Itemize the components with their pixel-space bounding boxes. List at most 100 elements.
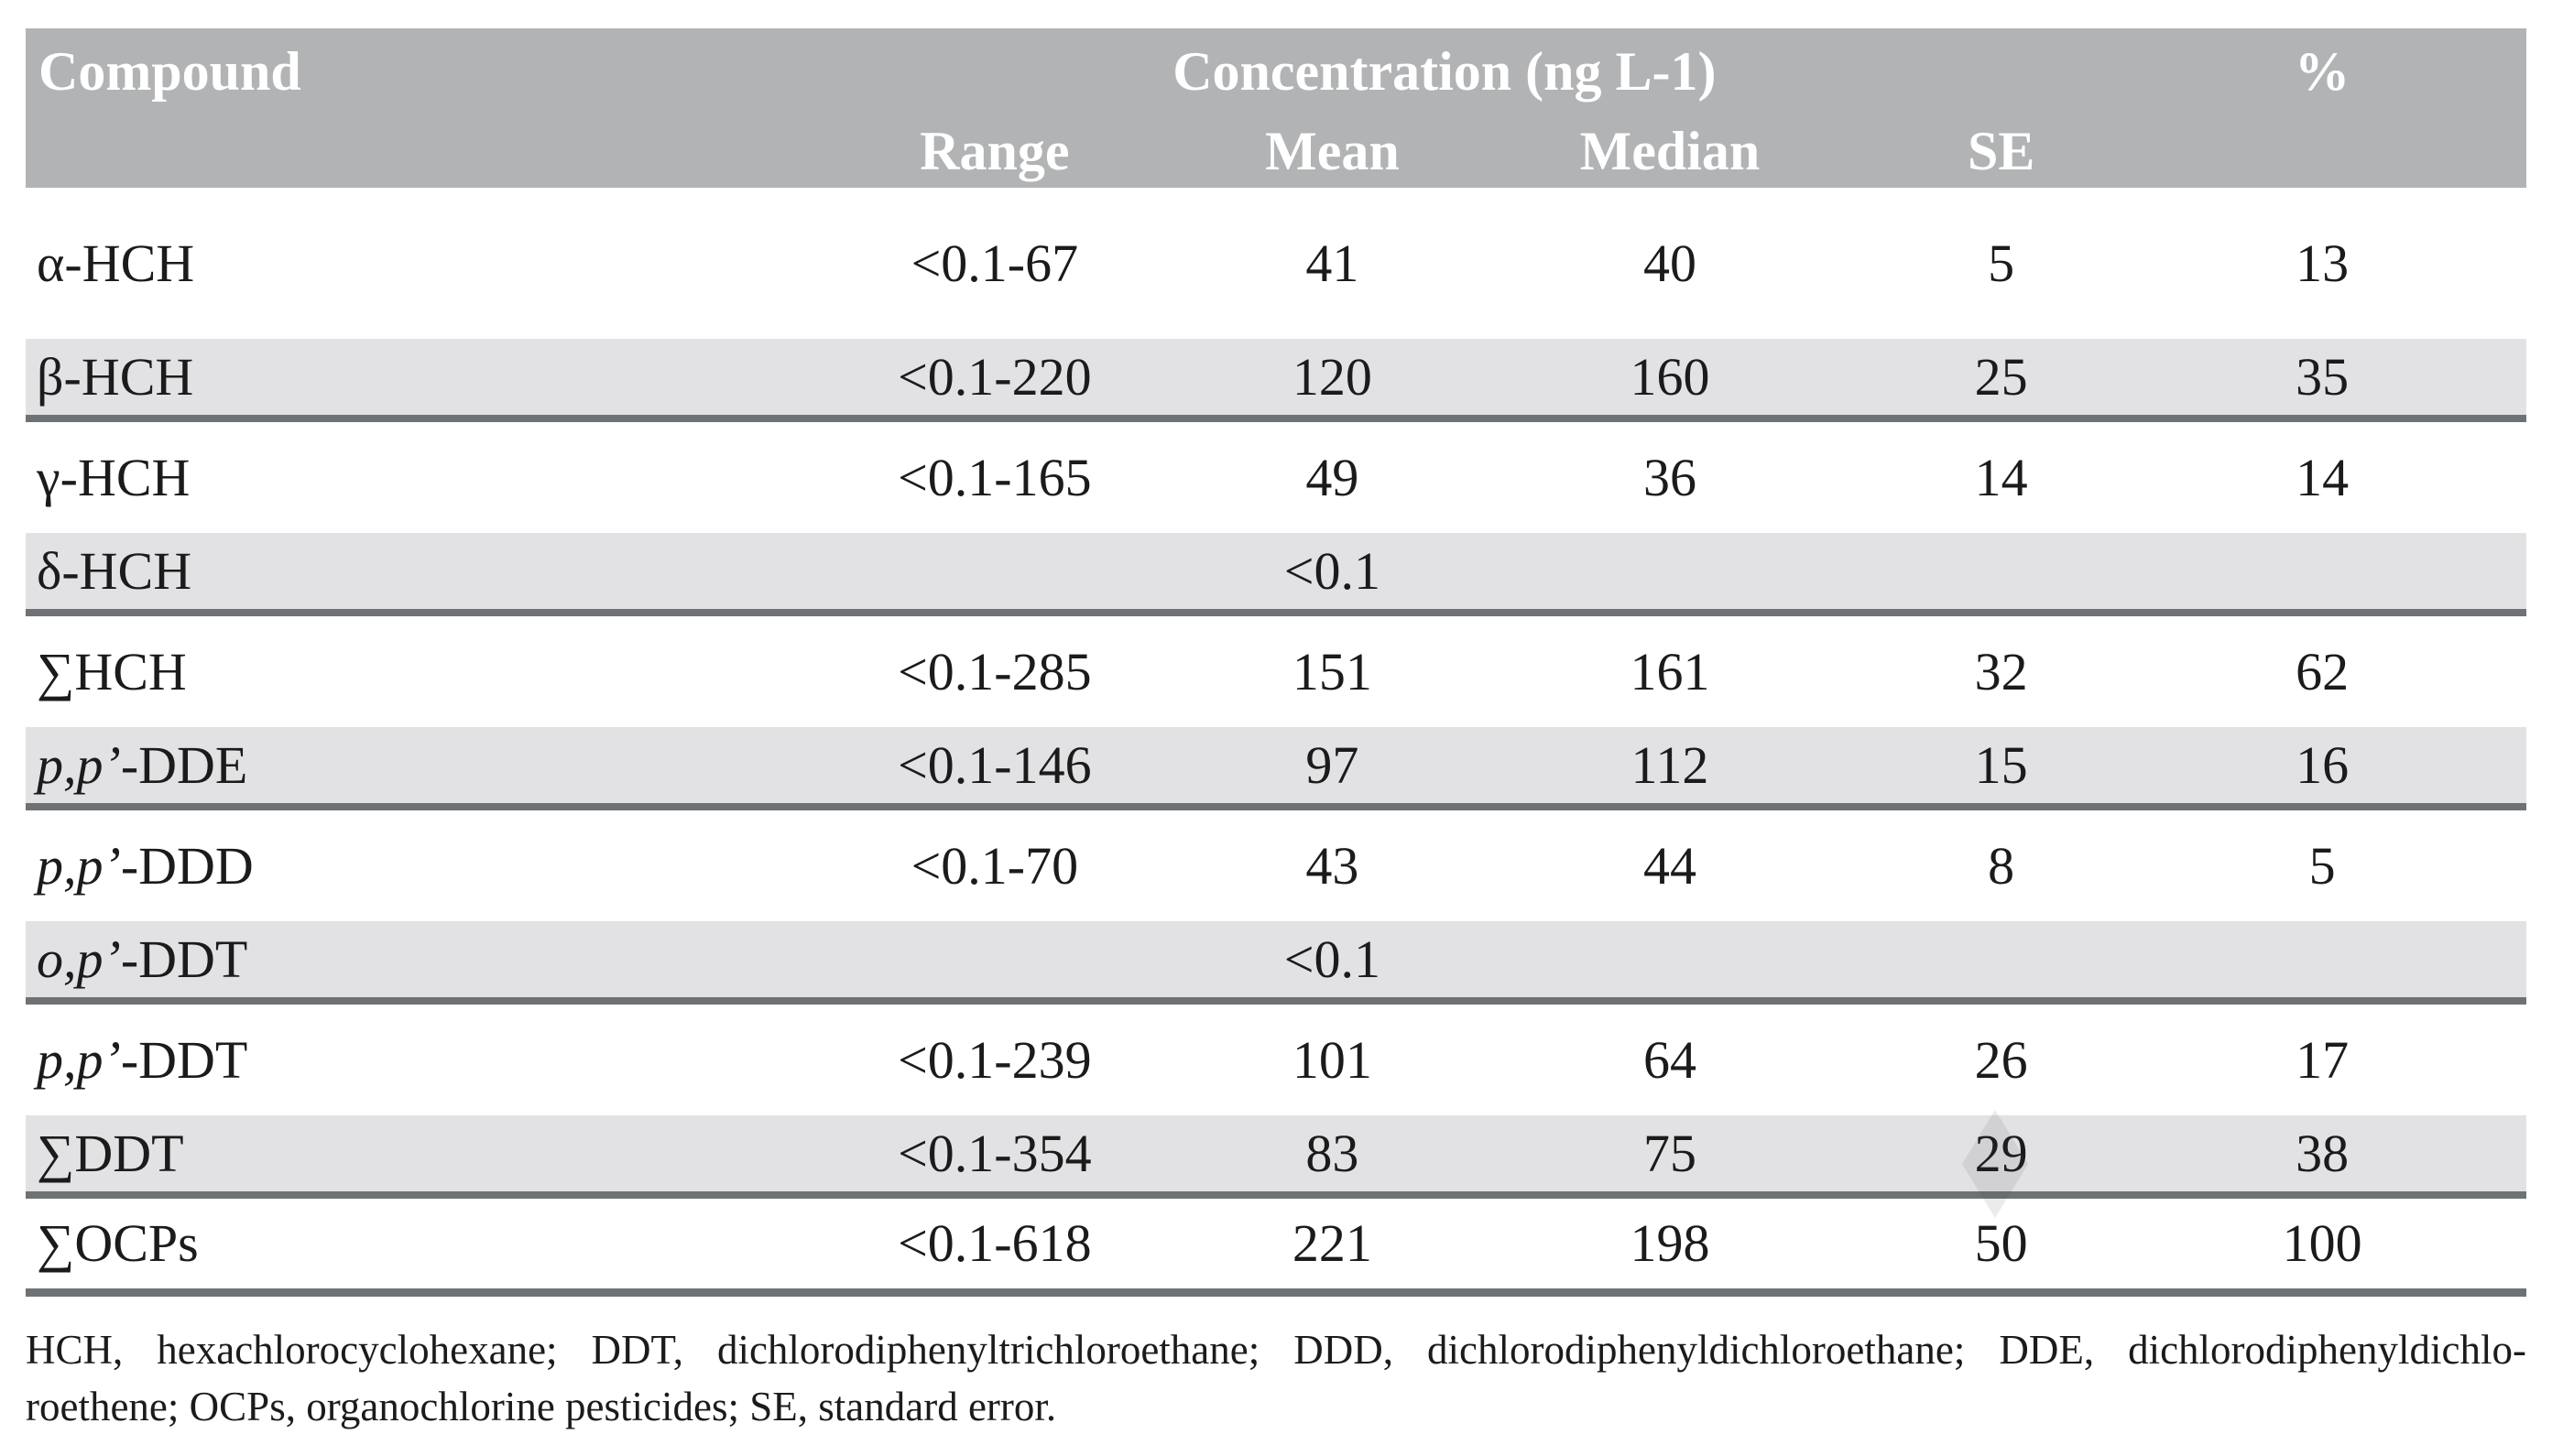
cell-mean: 221 xyxy=(1163,1199,1501,1297)
cell-compound: p,p’-DDD xyxy=(26,810,826,921)
cell-percent: 35 xyxy=(2164,339,2526,422)
column-group-header-concentration: Concentration (ng L-1) xyxy=(825,28,2165,114)
column-header-percent: % xyxy=(2164,28,2526,114)
cell-median: 44 xyxy=(1642,835,1696,896)
cell-compound: γ-HCH xyxy=(26,422,826,533)
cell-mean: 151 xyxy=(1292,641,1372,701)
cell-se xyxy=(1838,921,2165,1005)
header-spacer-right xyxy=(2164,114,2526,188)
cell-compound: ∑HCH xyxy=(26,616,826,727)
compound-name: α-HCH xyxy=(37,233,195,293)
cell-percent xyxy=(2164,533,2526,616)
cell-median: 64 xyxy=(1642,1029,1696,1090)
table-row: ∑DDT <0.1-354 83 75 29 38 xyxy=(26,1115,2526,1199)
cell-se: 5 xyxy=(1988,233,2015,293)
table-row: p,p’-DDD <0.1-70 43 44 8 5 xyxy=(26,810,2526,921)
cell-range: <0.1-239 xyxy=(898,1029,1092,1090)
column-header-median: Median xyxy=(1500,114,1839,188)
compound-italic-prefix: o,p’ xyxy=(37,929,121,989)
cell-se xyxy=(1838,533,2165,616)
cell-compound: δ-HCH xyxy=(26,533,826,616)
table-row: p,p’-DDE <0.1-146 97 112 15 16 xyxy=(26,727,2526,810)
cell-se: 25 xyxy=(1838,339,2165,422)
cell-range: <0.1-618 xyxy=(825,1199,1164,1297)
cell-median xyxy=(1500,921,1839,1005)
table-row: o,p’-DDT <0.1 xyxy=(26,921,2526,1005)
cell-percent: 13 xyxy=(2296,233,2350,293)
cell-range: <0.1-146 xyxy=(825,727,1164,810)
cell-range xyxy=(825,533,1164,616)
column-header-se: SE xyxy=(1838,114,2165,188)
cell-mean: <0.1 xyxy=(1163,921,1501,1005)
table-row: γ-HCH <0.1-165 49 36 14 14 xyxy=(26,422,2526,533)
cell-mean: 101 xyxy=(1292,1029,1372,1090)
table-header: Compound Concentration (ng L-1) % Range … xyxy=(26,28,2526,188)
compound-italic-prefix: p,p’ xyxy=(37,835,121,896)
column-header-compound: Compound xyxy=(26,28,826,114)
compound-name: -DDT xyxy=(120,1029,248,1090)
cell-mean: 49 xyxy=(1305,447,1359,507)
cell-percent: 38 xyxy=(2164,1115,2526,1199)
cell-se: 8 xyxy=(1988,835,2015,896)
cell-se: 50 xyxy=(1838,1199,2165,1297)
cell-percent: 5 xyxy=(2308,835,2336,896)
cell-compound: β-HCH xyxy=(26,339,826,422)
header-spacer-left xyxy=(26,114,826,188)
cell-median: 112 xyxy=(1500,727,1839,810)
cell-range: <0.1-285 xyxy=(898,641,1092,701)
table-row: p,p’-DDT <0.1-239 101 64 26 17 xyxy=(26,1005,2526,1115)
cell-median: 75 xyxy=(1500,1115,1839,1199)
table-body: α-HCH <0.1-67 41 40 5 13 β-HCH <0.1-220 … xyxy=(26,188,2526,1297)
cell-range: <0.1-354 xyxy=(825,1115,1164,1199)
cell-percent xyxy=(2164,921,2526,1005)
compound-name: -DDT xyxy=(120,929,248,989)
cell-mean: 43 xyxy=(1305,835,1359,896)
cell-compound: α-HCH xyxy=(26,188,826,339)
cell-percent: 16 xyxy=(2164,727,2526,810)
cell-mean: 97 xyxy=(1163,727,1501,810)
cell-mean: 41 xyxy=(1305,233,1359,293)
cell-compound: ∑OCPs xyxy=(26,1199,826,1297)
cell-se: 29 xyxy=(1838,1115,2165,1199)
compound-name: β-HCH xyxy=(37,346,194,407)
header-row-1: Compound Concentration (ng L-1) % xyxy=(26,28,2526,114)
table-footnote: HCH, hexachlorocyclohexane; DDT, dichlor… xyxy=(26,1321,2526,1435)
cell-mean: 120 xyxy=(1163,339,1501,422)
compound-name: δ-HCH xyxy=(37,540,192,601)
cell-compound: o,p’-DDT xyxy=(26,921,826,1005)
table-row: α-HCH <0.1-67 41 40 5 13 xyxy=(26,188,2526,339)
cell-se: 32 xyxy=(1974,641,2028,701)
header-row-2: Range Mean Median SE xyxy=(26,114,2526,188)
compound-name: ∑HCH xyxy=(37,641,187,701)
cell-percent: 17 xyxy=(2296,1029,2350,1090)
cell-median: 40 xyxy=(1642,233,1696,293)
table-row: β-HCH <0.1-220 120 160 25 35 xyxy=(26,339,2526,422)
cell-percent: 100 xyxy=(2164,1199,2526,1297)
cell-percent: 62 xyxy=(2296,641,2350,701)
cell-se: 14 xyxy=(1974,447,2028,507)
compound-concentration-table: Compound Concentration (ng L-1) % Range … xyxy=(26,28,2526,1297)
cell-median: 160 xyxy=(1500,339,1839,422)
compound-name: ∑OCPs xyxy=(37,1213,199,1273)
compound-name: -DDD xyxy=(120,835,254,896)
cell-percent: 14 xyxy=(2296,447,2350,507)
cell-compound: p,p’-DDE xyxy=(26,727,826,810)
cell-compound: ∑DDT xyxy=(26,1115,826,1199)
footnote-line-1: HCH, hexachlorocyclohexane; DDT, dichlor… xyxy=(26,1327,2526,1373)
cell-range: <0.1-220 xyxy=(825,339,1164,422)
cell-range: <0.1-165 xyxy=(898,447,1092,507)
cell-median xyxy=(1500,533,1839,616)
cell-range xyxy=(825,921,1164,1005)
cell-mean: 83 xyxy=(1163,1115,1501,1199)
table-row: ∑OCPs <0.1-618 221 198 50 100 xyxy=(26,1199,2526,1297)
cell-mean: <0.1 xyxy=(1163,533,1501,616)
cell-range: <0.1-67 xyxy=(911,233,1079,293)
compound-name: -DDE xyxy=(120,734,248,795)
column-header-range: Range xyxy=(825,114,1164,188)
footnote-line-2: roethene; OCPs, organochlorine pesticide… xyxy=(26,1384,1057,1429)
cell-se: 26 xyxy=(1974,1029,2028,1090)
cell-compound: p,p’-DDT xyxy=(26,1005,826,1115)
compound-italic-prefix: p,p’ xyxy=(37,1029,121,1090)
compound-italic-prefix: p,p’ xyxy=(37,734,121,795)
